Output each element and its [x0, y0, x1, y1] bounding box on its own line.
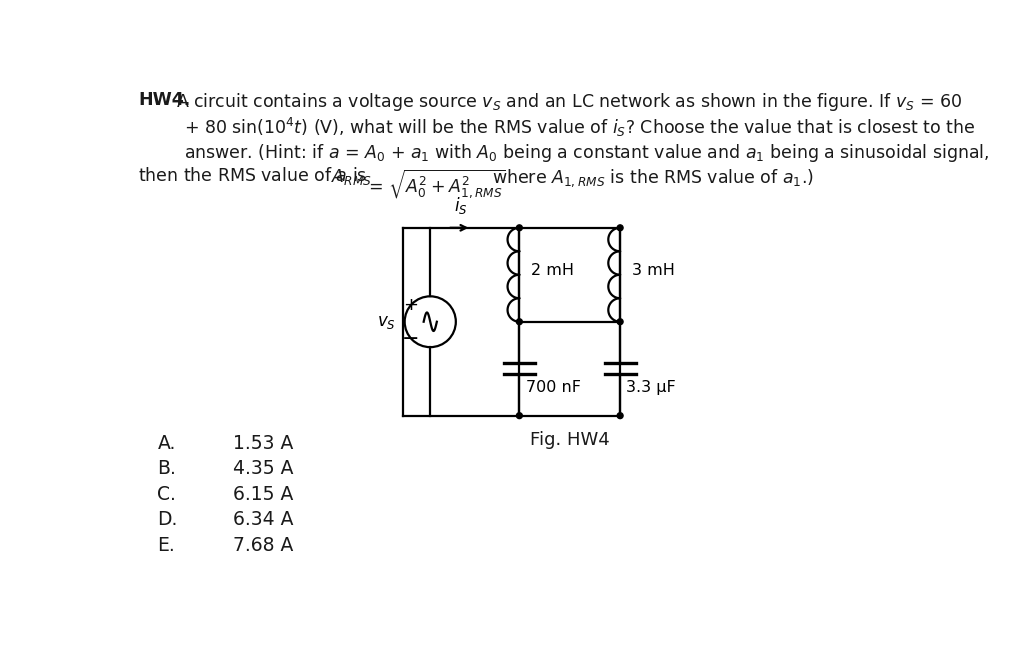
Text: −: − [402, 329, 420, 349]
Text: 700 nF: 700 nF [525, 380, 581, 395]
Text: A circuit contains a voltage source $v_S$ and an LC network as shown in the figu: A circuit contains a voltage source $v_S… [176, 91, 963, 113]
Text: where $A_{1,RMS}$ is the RMS value of $a_1$.): where $A_{1,RMS}$ is the RMS value of $a… [493, 167, 814, 188]
Text: C.: C. [158, 485, 176, 504]
Text: $A_{RMS}$: $A_{RMS}$ [331, 167, 372, 187]
Text: B.: B. [158, 459, 176, 478]
Text: 4.35 A: 4.35 A [232, 459, 293, 478]
Text: 6.34 A: 6.34 A [232, 510, 293, 529]
Text: Fig. HW4: Fig. HW4 [529, 431, 609, 449]
Circle shape [617, 225, 623, 231]
Text: 7.68 A: 7.68 A [232, 536, 293, 554]
Text: then the RMS value of $a$ is: then the RMS value of $a$ is [138, 167, 368, 185]
Circle shape [516, 413, 522, 419]
Text: 2 mH: 2 mH [531, 263, 574, 278]
Text: + 80 sin(10$^4$$t$) (V), what will be the RMS value of $i_S$? Choose the value t: + 80 sin(10$^4$$t$) (V), what will be th… [183, 116, 976, 139]
Text: $v_S$: $v_S$ [377, 313, 395, 331]
Circle shape [516, 319, 522, 325]
Text: HW4.: HW4. [138, 91, 190, 109]
Text: 1.53 A: 1.53 A [232, 434, 293, 453]
Text: +: + [403, 296, 419, 314]
Text: E.: E. [158, 536, 175, 554]
Text: 3.3 μF: 3.3 μF [627, 380, 676, 395]
Text: A.: A. [158, 434, 176, 453]
Text: D.: D. [158, 510, 178, 529]
Circle shape [617, 413, 623, 419]
Circle shape [617, 319, 623, 325]
Text: $i_S$: $i_S$ [455, 195, 468, 216]
Text: = $\sqrt{A_0^2 + A_{1,RMS}^2}$: = $\sqrt{A_0^2 + A_{1,RMS}^2}$ [369, 167, 506, 200]
Text: answer. (Hint: if $a$ = $A_0$ + $a_1$ with $A_0$ being a constant value and $a_1: answer. (Hint: if $a$ = $A_0$ + $a_1$ wi… [183, 142, 989, 164]
Text: 6.15 A: 6.15 A [232, 485, 293, 504]
Circle shape [516, 225, 522, 231]
Text: 3 mH: 3 mH [632, 263, 675, 278]
